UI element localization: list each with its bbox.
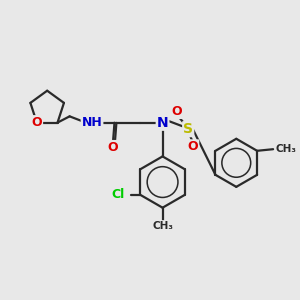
Text: O: O <box>172 105 182 118</box>
Text: CH₃: CH₃ <box>152 221 173 231</box>
Text: O: O <box>32 116 42 129</box>
Text: CH₃: CH₃ <box>276 144 297 154</box>
Text: Cl: Cl <box>111 188 124 201</box>
Text: S: S <box>183 122 193 136</box>
Text: NH: NH <box>82 116 102 129</box>
Text: N: N <box>157 116 168 130</box>
Text: O: O <box>188 140 198 153</box>
Text: O: O <box>108 141 118 154</box>
